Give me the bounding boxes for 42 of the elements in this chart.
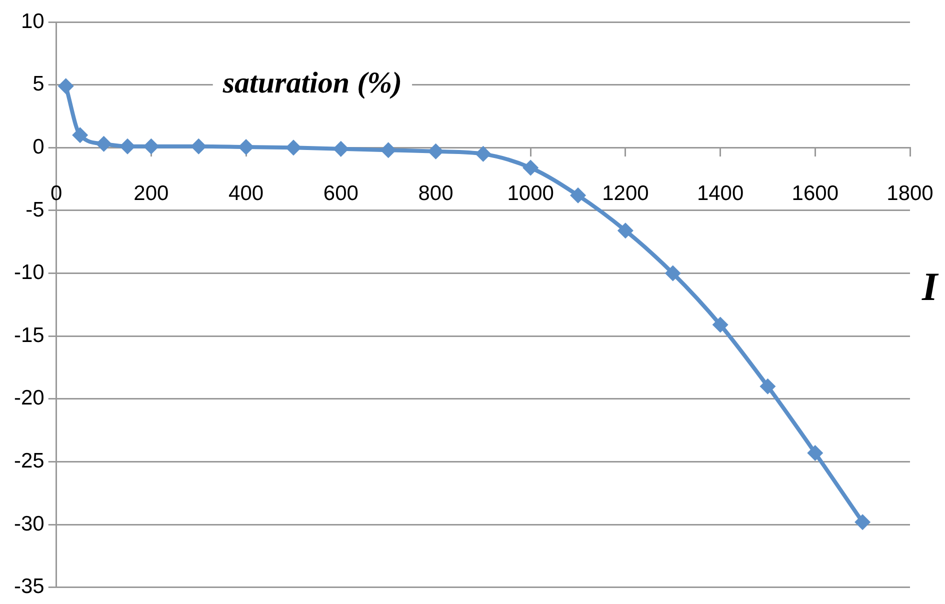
point [285,140,302,156]
point [238,139,254,156]
x-tick-label: 1800 [886,182,934,205]
point [712,316,728,333]
point [72,127,88,144]
y-tick-label: -35 [14,575,44,598]
y-tick-label: -10 [14,261,44,284]
x-tick-label: 1400 [696,182,744,205]
x-tick-label: 400 [228,182,264,205]
point [760,378,776,394]
y-tick-label: -15 [14,324,44,347]
point [428,143,444,160]
point [570,187,586,204]
x-tick-label: 200 [134,182,169,205]
y-tick-label: -30 [14,512,44,536]
x-tick-label: 600 [323,182,358,205]
y-tick-label: -5 [26,198,44,222]
point [522,160,539,176]
x-tick-label: 0 [50,182,62,205]
point [807,444,824,461]
y-tick-label: 0 [32,135,44,158]
point [58,78,74,94]
x-tick-label: 800 [418,182,454,205]
y-tick-label: 10 [20,10,44,33]
text: saturation (%) [222,66,402,100]
point [664,265,681,282]
point [380,142,396,158]
point [617,222,634,239]
point [475,146,492,162]
point [190,138,207,154]
y-tick-label: -25 [14,450,44,473]
x-tick-label: 1200 [602,182,649,205]
point [119,138,136,154]
y-tick-label: 5 [32,72,44,96]
x-axis-title: I [921,264,939,310]
point [96,136,112,152]
x-tick-label: 1000 [507,182,554,205]
point [143,138,160,154]
x-tick-label: 1600 [792,182,839,205]
y-tick-label: -20 [14,386,44,410]
point [854,514,871,530]
point [332,140,349,157]
